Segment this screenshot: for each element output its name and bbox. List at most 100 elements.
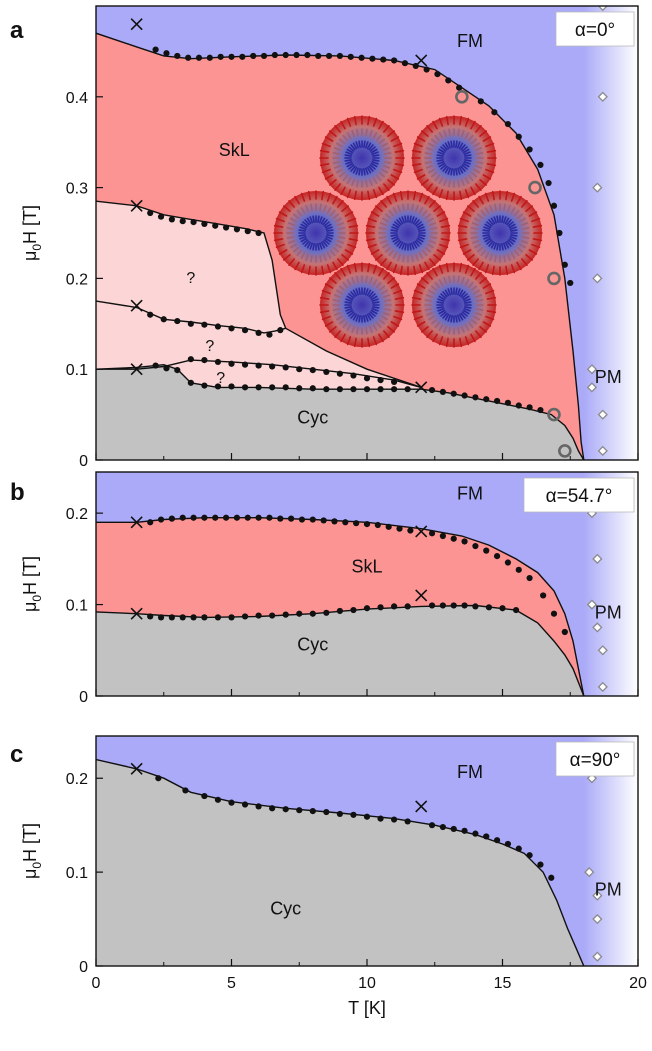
spin-arrow xyxy=(390,136,400,142)
spin-arrow xyxy=(409,215,412,223)
spin-arrow xyxy=(352,289,358,297)
spin-arrow xyxy=(300,223,308,229)
spin-arrow xyxy=(321,265,325,276)
spin-arrow xyxy=(484,237,492,243)
spin-arrow xyxy=(355,167,360,175)
spin-arrow xyxy=(366,289,372,297)
spin-arrow xyxy=(370,211,380,217)
spin-arrow xyxy=(396,240,402,247)
spin-arrow xyxy=(459,337,463,348)
spin-arrow xyxy=(521,227,530,230)
data-point-dot xyxy=(241,361,249,368)
spin-arrow xyxy=(379,222,388,226)
spin-arrow xyxy=(378,120,384,130)
spin-arrow xyxy=(367,217,377,223)
spin-arrow xyxy=(510,264,516,274)
data-point-dot xyxy=(233,514,241,521)
spin-arrow xyxy=(370,162,378,168)
spin-arrow xyxy=(475,125,482,133)
spin-arrow xyxy=(298,229,306,232)
region-cyc xyxy=(96,759,584,966)
spin-arrow xyxy=(397,204,401,213)
data-point-circle xyxy=(455,90,469,104)
data-point-dot xyxy=(428,602,436,609)
spin-arrow xyxy=(306,241,312,249)
data-point-dot xyxy=(404,603,411,610)
spin-arrow xyxy=(288,258,295,266)
spin-arrow xyxy=(445,190,449,201)
spin-arrow xyxy=(411,296,422,300)
spin-arrow xyxy=(387,179,395,186)
spin-arrow xyxy=(392,264,398,274)
spin-arrow xyxy=(381,168,388,174)
spin-arrow xyxy=(398,241,404,249)
spin-arrow xyxy=(375,134,382,142)
spin-arrow xyxy=(464,264,470,274)
y-axis-title: μ0H [T] xyxy=(20,205,44,261)
spin-arrow xyxy=(368,144,374,151)
data-point-dot xyxy=(212,514,219,521)
spin-arrow xyxy=(473,289,480,295)
spin-arrow xyxy=(382,217,389,223)
spin-arrow xyxy=(325,235,333,240)
spin-arrow xyxy=(516,261,522,271)
spin-arrow xyxy=(463,160,471,165)
spin-arrow xyxy=(348,164,355,170)
y-tick-label: 0.2 xyxy=(66,271,88,288)
spin-arrow xyxy=(338,138,346,145)
spin-arrow xyxy=(375,205,383,212)
data-point-diamond xyxy=(586,364,598,375)
x-tick-label: 15 xyxy=(494,975,512,992)
spin-arrow xyxy=(371,298,379,303)
spin-arrow xyxy=(335,217,342,223)
spin-arrow xyxy=(462,162,470,168)
spin-arrow xyxy=(426,125,433,133)
data-point-dot xyxy=(461,538,468,545)
spin-arrow xyxy=(480,209,487,217)
spin-arrow xyxy=(437,151,445,156)
spin-arrow xyxy=(484,223,492,229)
spin-arrow xyxy=(384,213,392,220)
spin-arrow xyxy=(393,315,403,321)
data-point-dot xyxy=(350,606,357,614)
spin-arrow xyxy=(383,125,390,133)
data-point-dot xyxy=(515,845,522,852)
spin-arrow xyxy=(520,222,529,226)
spin-arrow xyxy=(462,148,470,154)
spin-arrow xyxy=(525,254,533,261)
spin-arrow xyxy=(394,221,401,227)
spin-arrow xyxy=(455,287,458,295)
spin-arrow xyxy=(290,243,297,249)
spin-arrow xyxy=(486,149,497,153)
spin-arrow xyxy=(391,235,399,240)
data-point-circle xyxy=(528,180,542,195)
spin-arrow xyxy=(332,308,341,311)
spin-arrow xyxy=(369,276,373,285)
data-point-dot xyxy=(363,521,371,528)
skyrmion-icon xyxy=(319,115,405,201)
alpha-label: α=54.7° xyxy=(546,486,613,507)
spin-arrow xyxy=(320,217,326,225)
spin-arrow xyxy=(474,294,483,298)
spin-arrow xyxy=(470,318,478,325)
data-point-cross xyxy=(415,589,428,602)
data-point-dot xyxy=(155,775,162,782)
spin-arrow xyxy=(309,216,314,224)
data-point-dot xyxy=(298,516,306,523)
spin-arrow xyxy=(458,166,464,174)
data-point-dot xyxy=(201,220,208,228)
spin-arrow xyxy=(326,229,334,232)
spin-arrow xyxy=(326,207,332,214)
spin-arrow xyxy=(323,204,327,213)
spin-arrow xyxy=(366,166,372,174)
spin-arrow xyxy=(292,246,300,253)
spin-arrow xyxy=(426,183,433,191)
data-point-dot xyxy=(428,822,436,829)
spin-arrow xyxy=(479,130,487,137)
spin-arrow xyxy=(510,207,516,214)
spin-arrow xyxy=(462,249,472,255)
spin-arrow xyxy=(460,312,466,319)
data-point-dot xyxy=(296,807,303,814)
y-tick-label: 0.2 xyxy=(66,771,88,788)
data-point-dot xyxy=(269,612,276,619)
